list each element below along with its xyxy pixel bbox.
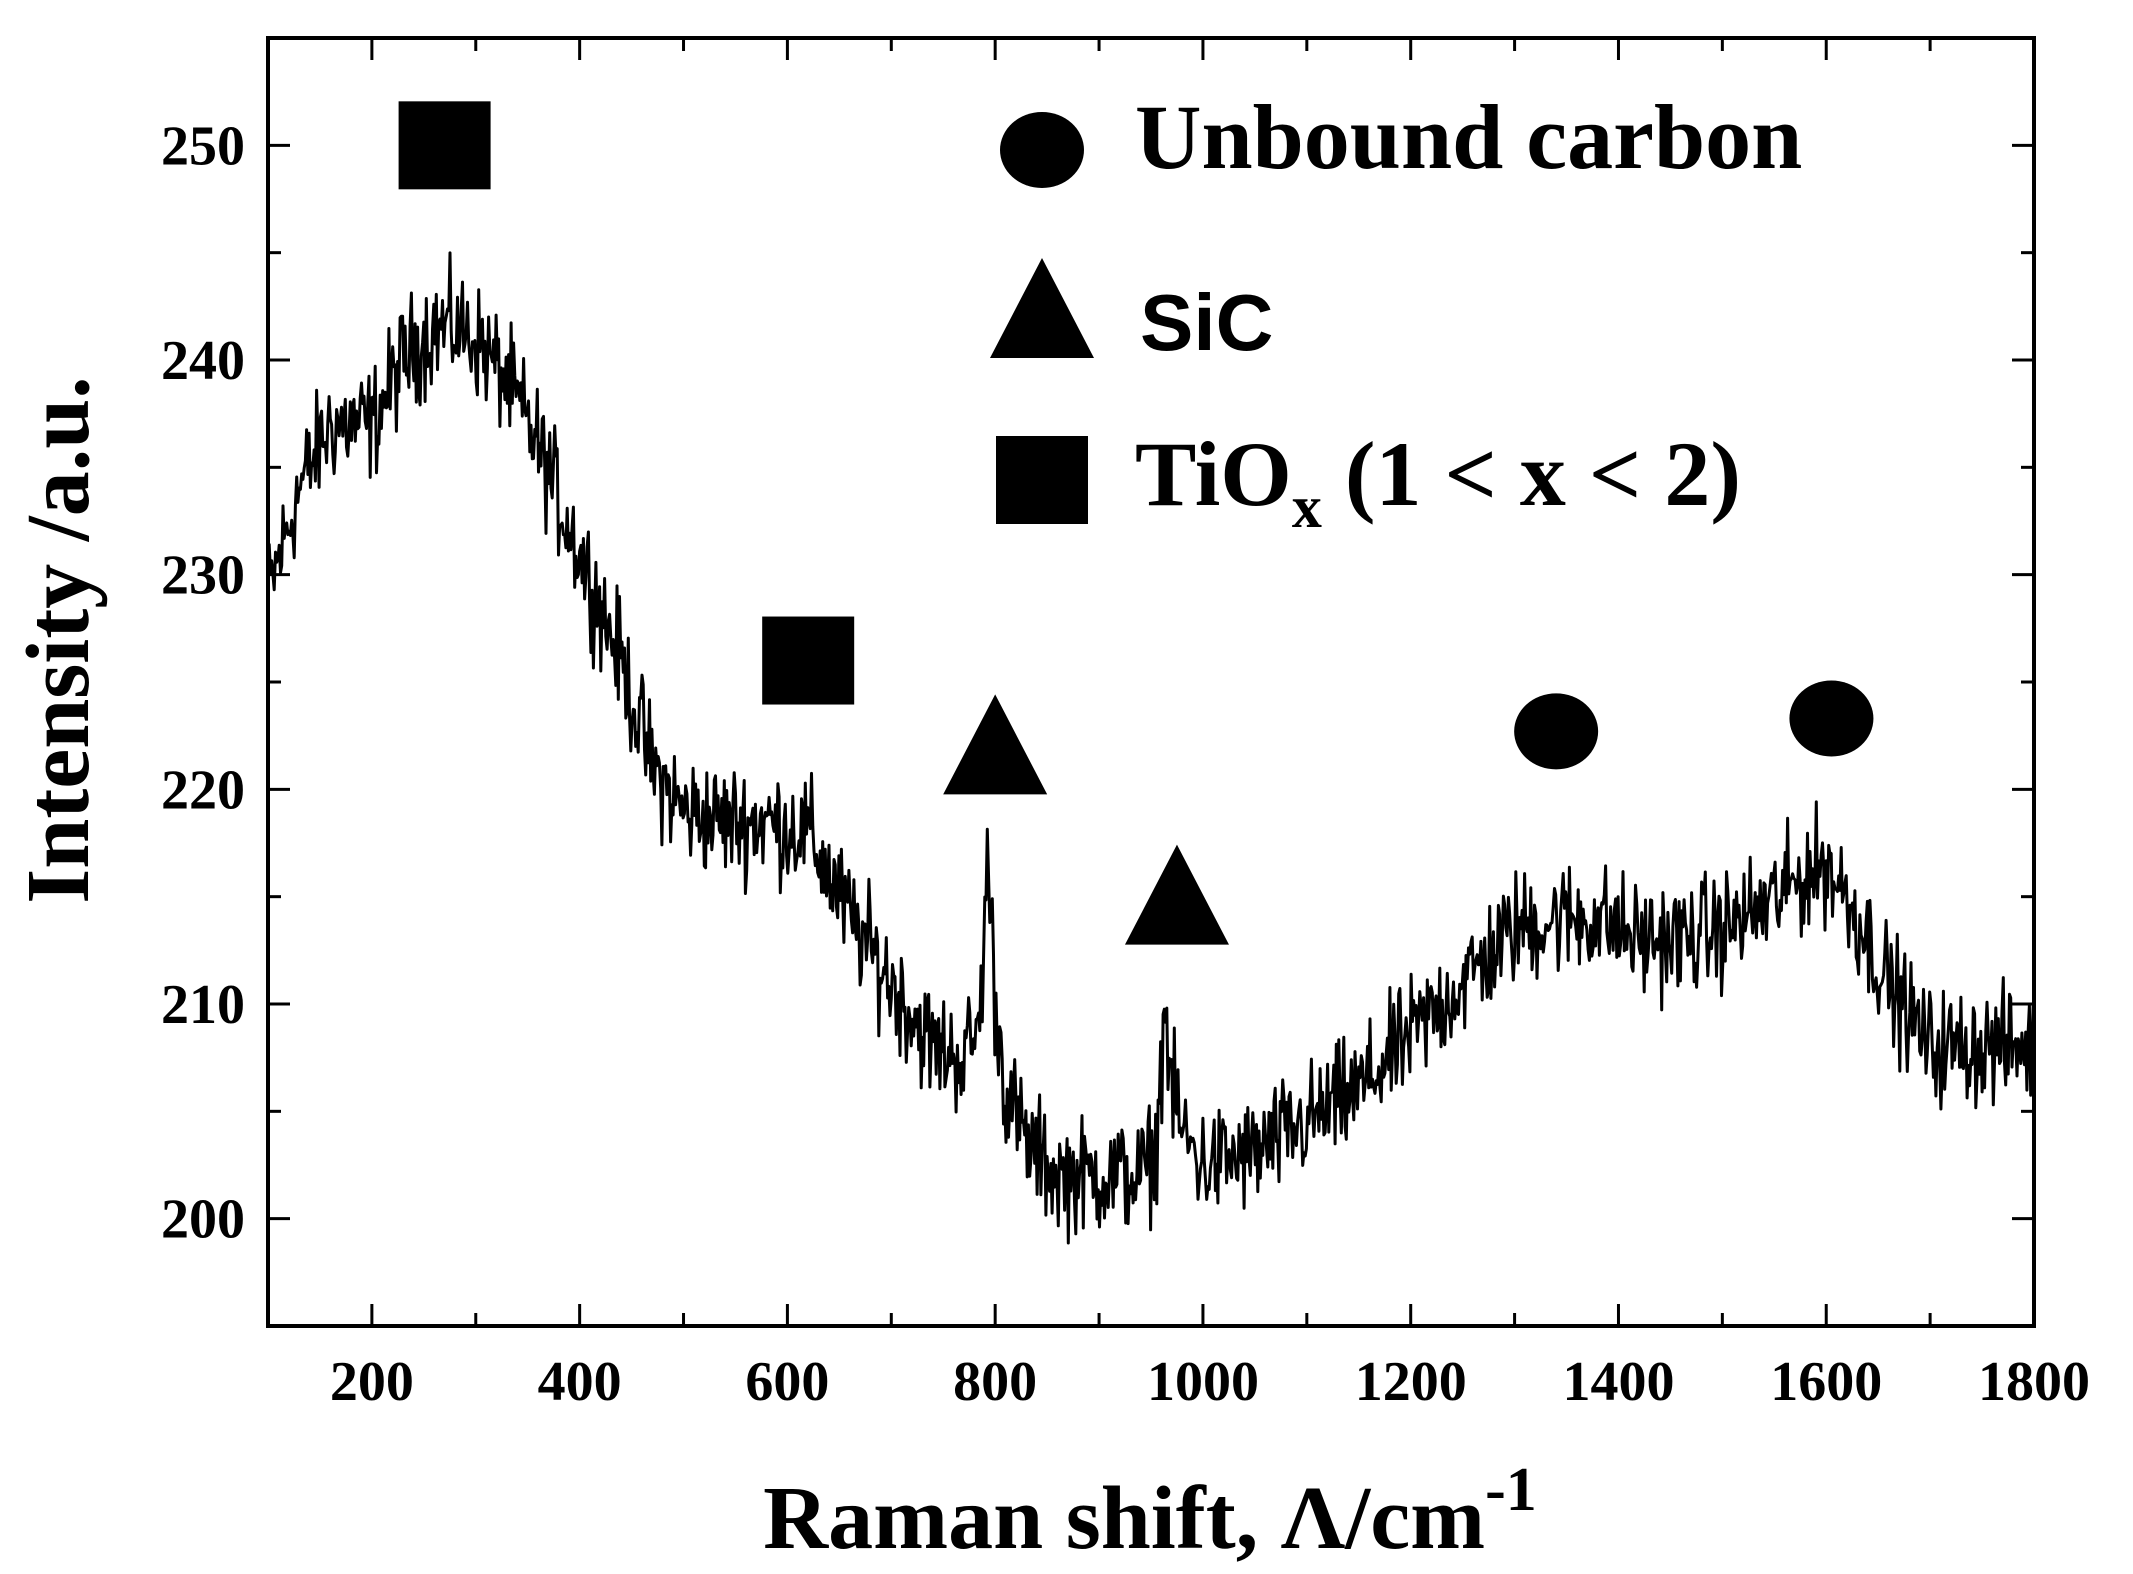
peak-markers [398,101,1874,945]
tick-labels: 200 400 600 800 1000 1200 1400 1600 1800 200 210 22… [161,115,2090,1413]
circle-peak-marker [1514,693,1599,770]
legend: Unbound carbon SiC TiOx (1 < x < 2) [990,86,1802,540]
y-tick-label: 210 [161,974,245,1036]
y-tick-label: 230 [161,545,245,607]
legend-label-sic: SiC [1140,278,1273,367]
x-tick-label: 400 [538,1351,622,1413]
legend-markers [990,112,1094,524]
spectrum-line [266,251,2035,1245]
x-tick-label: 1400 [1562,1351,1674,1413]
x-tick-label: 1800 [1978,1351,2090,1413]
plot-frame [266,36,2036,1328]
y-tick-label: 250 [161,115,245,177]
square-legend-marker [996,436,1088,524]
circle-legend-marker [1000,112,1084,188]
legend-tiox-sub: x [1292,474,1322,540]
x-tick-label: 1600 [1770,1351,1882,1413]
x-tick-label: 1200 [1355,1351,1467,1413]
square-peak-marker [398,101,491,190]
y-tick-label: 240 [161,330,245,392]
y-tick-label: 220 [161,759,245,821]
x-tick-label: 600 [745,1351,829,1413]
circle-peak-marker [1789,680,1874,757]
x-tick-label: 200 [330,1351,414,1413]
square-peak-marker [762,616,855,705]
triangle-legend-marker [990,258,1094,358]
y-tick-label: 200 [161,1189,245,1251]
x-tick-label: 1000 [1147,1351,1259,1413]
x-tick-label: 800 [953,1351,1037,1413]
legend-label-unbound-carbon: Unbound carbon [1135,86,1802,188]
y-axis-title: Intensity /a.u. [9,376,108,904]
legend-tiox-tail: (1 < x < 2) [1322,423,1741,525]
legend-tiox-main: TiO [1135,423,1292,525]
legend-label-tiox: TiOx (1 < x < 2) [1135,423,1741,540]
x-axis-title-sup: -1 [1485,1456,1537,1524]
x-axis-title: Raman shift, Λ/cm-1 [763,1456,1537,1568]
triangle-peak-marker [1124,844,1229,945]
x-axis-title-main: Raman shift, Λ/cm [763,1469,1485,1568]
triangle-peak-marker [943,694,1048,795]
